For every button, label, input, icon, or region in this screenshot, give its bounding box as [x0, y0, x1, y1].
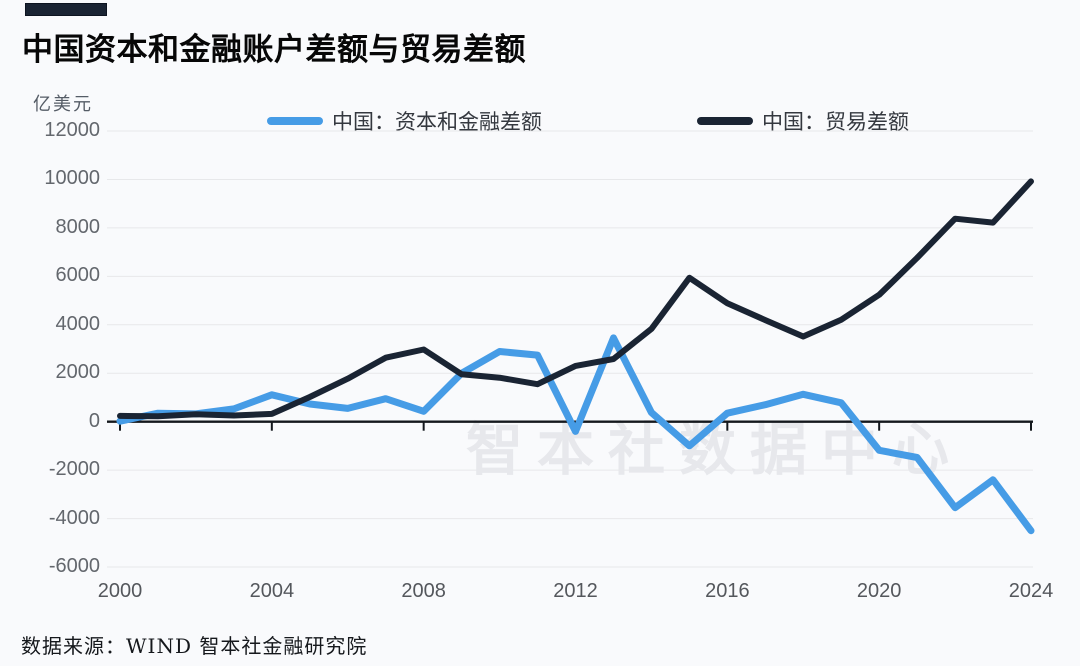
x-tick-label: 2000 [97, 580, 143, 602]
x-tick-label: 2020 [856, 580, 902, 602]
legend-swatch-capital [267, 117, 323, 125]
y-tick-label: 8000 [55, 215, 101, 238]
x-tick-label: 2008 [401, 580, 446, 602]
x-tick-label: 2004 [249, 580, 295, 602]
y-axis-unit-label: 亿美元 [33, 94, 93, 114]
legend-item-trade: 中国：贸易差额 [697, 108, 909, 134]
accent-bar [25, 3, 107, 16]
legend-label-trade: 中国：贸易差额 [762, 110, 909, 134]
y-tick-label: 12000 [44, 119, 100, 142]
x-tick-label: 2024 [1008, 580, 1054, 602]
y-tick-label: 2000 [55, 361, 101, 384]
y-tick-label: -2000 [48, 458, 100, 481]
legend-item-capital: 中国：资本和金融差额 [267, 108, 542, 134]
y-tick-label: 0 [88, 409, 100, 432]
y-tick-label: 4000 [55, 312, 101, 335]
x-tick-label: 2016 [705, 580, 750, 602]
x-tick-label: 2012 [553, 580, 598, 602]
y-tick-label: 6000 [55, 264, 101, 287]
y-tick-label: 10000 [44, 167, 100, 190]
legend-swatch-trade [697, 117, 753, 125]
y-tick-label: -4000 [48, 506, 100, 529]
legend-label-capital: 中国：资本和金融差额 [332, 110, 542, 134]
y-tick-label: -6000 [48, 555, 100, 578]
source-note: 数据来源：WIND 智本社金融研究院 [21, 634, 368, 658]
series-line-trade [117, 178, 1034, 420]
watermark: 智本社数据中心 [466, 418, 963, 482]
page-title: 中国资本和金融账户差额与贸易差额 [22, 32, 526, 67]
